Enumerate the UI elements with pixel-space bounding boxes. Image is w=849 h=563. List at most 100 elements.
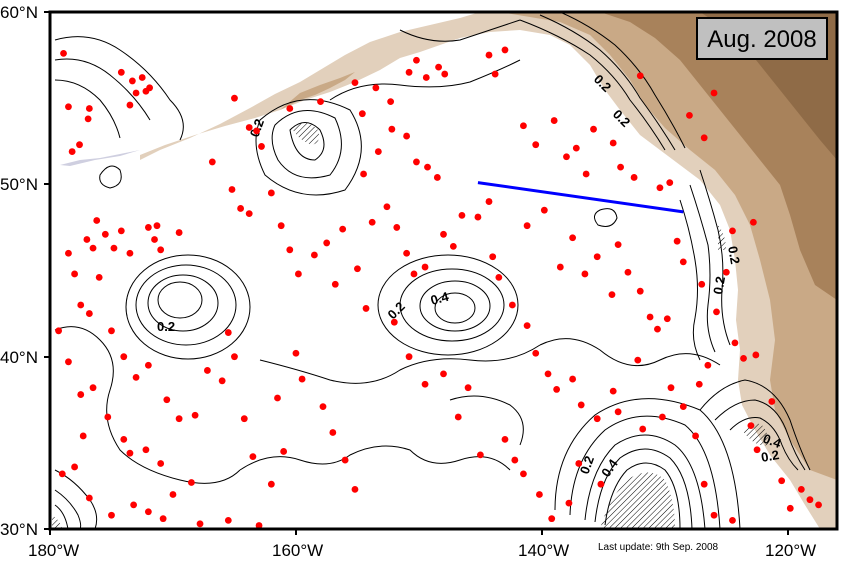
float-marker	[636, 72, 644, 80]
float-marker	[768, 398, 776, 405]
float-marker	[231, 353, 238, 361]
float-marker	[485, 51, 493, 59]
float-marker	[245, 210, 253, 218]
float-marker	[654, 325, 661, 333]
section-line	[477, 181, 684, 214]
float-marker	[639, 425, 647, 433]
float-marker	[388, 125, 396, 133]
float-marker	[403, 249, 411, 257]
float-marker	[806, 496, 814, 504]
y-tick-label: 30°N	[0, 520, 38, 539]
float-marker	[159, 515, 167, 523]
float-marker	[658, 413, 666, 421]
float-marker	[79, 432, 87, 440]
float-marker	[151, 236, 158, 243]
x-tick-label: 140°W	[518, 541, 569, 560]
float-marker	[532, 349, 540, 357]
float-marker	[410, 270, 418, 278]
float-marker	[449, 242, 457, 250]
float-marker	[590, 125, 597, 133]
float-marker	[358, 110, 366, 118]
float-marker	[351, 485, 359, 493]
date-label: Aug. 2008	[707, 26, 816, 53]
float-marker	[624, 268, 632, 276]
float-marker	[126, 249, 134, 257]
float-marker	[700, 134, 708, 142]
float-marker	[93, 217, 101, 224]
float-marker	[146, 84, 154, 92]
float-marker	[128, 77, 136, 85]
float-marker	[544, 370, 552, 378]
float-marker	[341, 456, 349, 464]
float-marker	[501, 435, 509, 443]
float-marker	[138, 74, 146, 81]
float-marker	[614, 241, 622, 249]
float-marker	[126, 449, 134, 457]
float-marker	[679, 403, 687, 411]
float-marker	[548, 515, 556, 523]
float-marker	[556, 263, 564, 271]
y-tick-label: 50°N	[0, 175, 38, 194]
float-marker	[55, 327, 63, 335]
float-marker	[360, 170, 367, 178]
float-marker	[85, 310, 93, 317]
float-marker	[458, 211, 466, 219]
float-marker	[731, 339, 739, 347]
float-marker	[68, 148, 76, 155]
float-marker	[258, 143, 265, 150]
map-frame	[48, 10, 839, 531]
float-marker	[65, 249, 72, 257]
float-marker	[593, 415, 601, 423]
float-marker	[597, 480, 605, 488]
float-marker	[553, 386, 561, 393]
contour-lines	[54, 12, 811, 529]
date-box: Aug. 2008	[696, 17, 828, 60]
float-marker	[433, 174, 441, 181]
float-marker	[435, 63, 442, 71]
float-marker	[786, 504, 794, 512]
float-marker	[710, 89, 718, 97]
float-marker	[491, 70, 499, 78]
float-marker	[440, 370, 447, 378]
float-marker	[563, 153, 570, 161]
float-marker	[101, 230, 109, 238]
float-marker	[778, 477, 786, 485]
float-marker	[65, 103, 72, 111]
float-marker	[698, 280, 706, 288]
float-marker	[666, 179, 674, 187]
float-marker	[163, 396, 171, 404]
float-marker	[191, 411, 199, 419]
float-marker	[569, 234, 577, 242]
float-marker	[390, 318, 398, 326]
float-marker	[237, 205, 245, 212]
float-marker	[520, 470, 527, 478]
float-marker	[85, 105, 93, 112]
float-marker	[132, 373, 140, 381]
float-marker	[354, 265, 361, 273]
float-marker	[422, 74, 430, 81]
float-marker	[722, 268, 730, 276]
contour-hatched-areas	[52, 122, 769, 529]
float-marker	[339, 225, 347, 233]
float-marker	[540, 206, 548, 214]
float-marker	[204, 367, 211, 374]
float-marker	[188, 479, 195, 486]
tick-marks	[44, 11, 789, 535]
float-marker	[636, 287, 644, 295]
float-marker	[577, 401, 585, 409]
float-marker	[108, 511, 115, 519]
float-marker	[253, 127, 260, 135]
float-marker	[310, 251, 318, 259]
float-marker	[329, 429, 337, 436]
float-marker	[267, 189, 275, 197]
float-marker	[142, 446, 150, 454]
float-marker	[704, 361, 712, 369]
float-marker	[117, 227, 125, 235]
contour-label: 0.2	[760, 447, 780, 465]
float-marker	[157, 246, 165, 254]
y-tick-label: 40°N	[0, 348, 38, 367]
float-marker	[476, 451, 484, 459]
x-tick-label: 180°W	[28, 541, 79, 560]
float-marker	[608, 291, 616, 299]
float-marker	[294, 270, 302, 278]
